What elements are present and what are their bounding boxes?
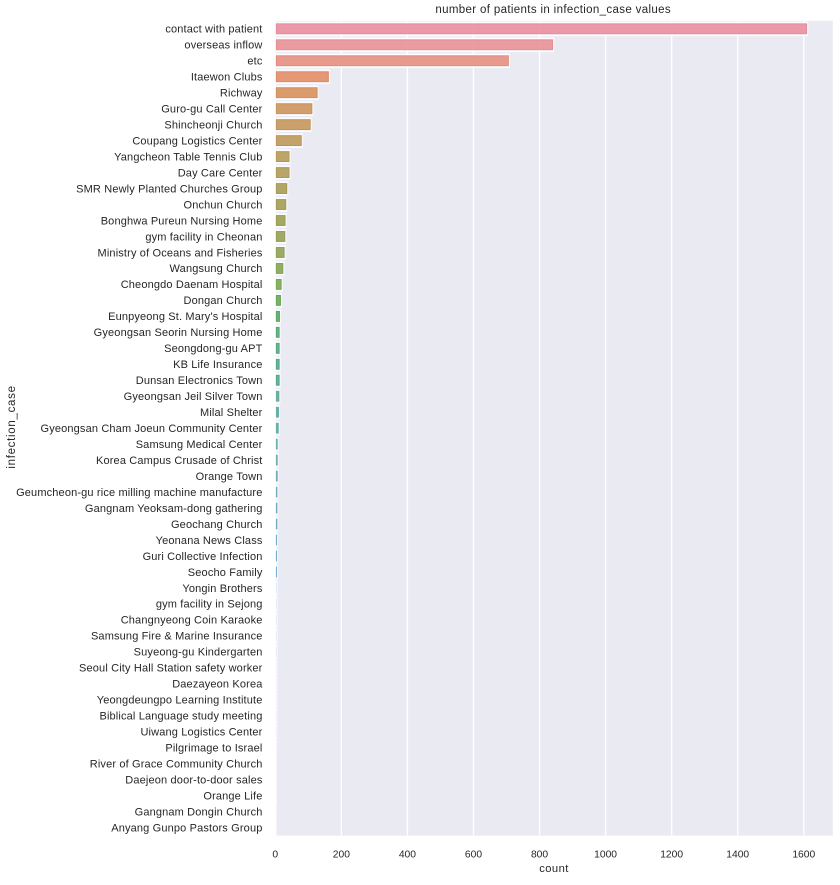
- svg-text:gym facility in Cheonan: gym facility in Cheonan: [145, 231, 262, 243]
- svg-text:Milal Shelter: Milal Shelter: [200, 407, 263, 419]
- svg-text:Shincheonji Church: Shincheonji Church: [164, 119, 262, 131]
- svg-text:Day Care Center: Day Care Center: [178, 167, 263, 179]
- svg-text:Korea Campus Crusade of Christ: Korea Campus Crusade of Christ: [96, 455, 263, 467]
- svg-text:Dongan Church: Dongan Church: [184, 295, 263, 307]
- svg-text:Samsung Fire & Marine Insuranc: Samsung Fire & Marine Insurance: [91, 631, 263, 643]
- svg-text:Biblical Language study meetin: Biblical Language study meeting: [99, 711, 262, 723]
- svg-text:Gangnam Yeoksam-dong gathering: Gangnam Yeoksam-dong gathering: [85, 503, 263, 515]
- svg-text:Gyeongsan Cham Joeun Community: Gyeongsan Cham Joeun Community Center: [41, 423, 263, 435]
- svg-text:1000: 1000: [594, 849, 617, 860]
- svg-text:1600: 1600: [792, 849, 815, 860]
- svg-text:Yeonana News Class: Yeonana News Class: [156, 535, 263, 547]
- svg-text:Ministry of Oceans and Fisheri: Ministry of Oceans and Fisheries: [98, 247, 263, 259]
- svg-text:number of patients in infectio: number of patients in infection_case val…: [435, 4, 671, 16]
- svg-text:Yongin Brothers: Yongin Brothers: [182, 583, 262, 595]
- svg-text:Daejeon door-to-door sales: Daejeon door-to-door sales: [125, 774, 263, 786]
- svg-text:Yeongdeungpo Learning Institut: Yeongdeungpo Learning Institute: [97, 695, 263, 707]
- svg-text:Orange Life: Orange Life: [203, 790, 262, 802]
- svg-text:800: 800: [531, 849, 548, 860]
- svg-text:SMR Newly Planted Churches Gro: SMR Newly Planted Churches Group: [76, 183, 262, 195]
- svg-text:Gangnam Dongin Church: Gangnam Dongin Church: [135, 806, 263, 818]
- svg-text:contact with patient: contact with patient: [165, 24, 262, 36]
- svg-text:Eunpyeong St. Mary's Hospital: Eunpyeong St. Mary's Hospital: [108, 311, 262, 323]
- svg-text:Cheongdo Daenam Hospital: Cheongdo Daenam Hospital: [121, 279, 263, 291]
- svg-text:overseas inflow: overseas inflow: [184, 40, 262, 52]
- svg-text:etc: etc: [247, 56, 262, 68]
- svg-text:Orange Town: Orange Town: [196, 471, 263, 483]
- svg-text:1400: 1400: [726, 849, 749, 860]
- svg-text:KB Life Insurance: KB Life Insurance: [173, 359, 262, 371]
- svg-text:Richway: Richway: [220, 87, 263, 99]
- svg-text:Seoul City Hall Station safety: Seoul City Hall Station safety worker: [79, 663, 263, 675]
- svg-text:Guro-gu Call Center: Guro-gu Call Center: [161, 103, 262, 115]
- svg-text:Gyeongsan Jeil Silver Town: Gyeongsan Jeil Silver Town: [124, 391, 263, 403]
- svg-text:Changnyeong Coin Karaoke: Changnyeong Coin Karaoke: [121, 615, 263, 627]
- svg-text:River of Grace Community Churc: River of Grace Community Church: [90, 759, 263, 771]
- svg-text:0: 0: [272, 849, 278, 860]
- svg-text:gym facility in Sejong: gym facility in Sejong: [156, 599, 263, 611]
- svg-text:Wangsung Church: Wangsung Church: [170, 263, 263, 275]
- svg-text:Coupang Logistics Center: Coupang Logistics Center: [132, 135, 262, 147]
- svg-text:Geochang Church: Geochang Church: [171, 519, 263, 531]
- svg-text:infection_case: infection_case: [6, 385, 18, 468]
- svg-text:Pilgrimage to Israel: Pilgrimage to Israel: [165, 743, 262, 755]
- svg-text:400: 400: [399, 849, 416, 860]
- svg-text:Guri Collective Infection: Guri Collective Infection: [143, 551, 263, 563]
- svg-text:Samsung Medical Center: Samsung Medical Center: [136, 439, 263, 451]
- svg-text:600: 600: [465, 849, 482, 860]
- svg-text:Uiwang Logistics Center: Uiwang Logistics Center: [140, 727, 262, 739]
- svg-text:count: count: [539, 863, 569, 875]
- svg-text:Gyeongsan Seorin Nursing Home: Gyeongsan Seorin Nursing Home: [94, 327, 263, 339]
- svg-text:Bonghwa Pureun Nursing Home: Bonghwa Pureun Nursing Home: [101, 215, 263, 227]
- svg-text:Onchun Church: Onchun Church: [184, 199, 263, 211]
- svg-text:200: 200: [333, 849, 350, 860]
- svg-text:Anyang Gunpo Pastors Group: Anyang Gunpo Pastors Group: [111, 822, 262, 834]
- svg-text:Geumcheon-gu rice milling mach: Geumcheon-gu rice milling machine manufa…: [16, 487, 262, 499]
- svg-text:Suyeong-gu Kindergarten: Suyeong-gu Kindergarten: [134, 647, 263, 659]
- svg-text:Seocho Family: Seocho Family: [188, 567, 263, 579]
- svg-text:Daezayeon Korea: Daezayeon Korea: [172, 679, 263, 691]
- svg-text:Itaewon Clubs: Itaewon Clubs: [191, 72, 263, 84]
- svg-text:Dunsan Electronics Town: Dunsan Electronics Town: [136, 375, 263, 387]
- svg-text:1200: 1200: [660, 849, 683, 860]
- svg-text:Yangcheon Table Tennis Club: Yangcheon Table Tennis Club: [114, 151, 262, 163]
- svg-text:Seongdong-gu APT: Seongdong-gu APT: [164, 343, 263, 355]
